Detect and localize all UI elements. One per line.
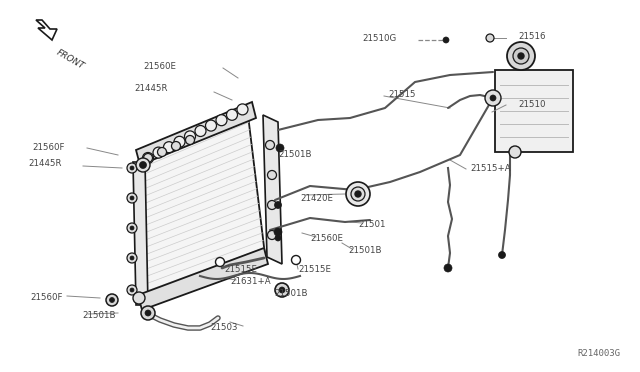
Text: 21420E: 21420E <box>300 193 333 202</box>
Text: 21503: 21503 <box>210 323 237 331</box>
Text: 21501: 21501 <box>358 219 385 228</box>
Circle shape <box>136 158 150 172</box>
Circle shape <box>141 306 155 320</box>
Text: 21560E: 21560E <box>310 234 343 243</box>
Circle shape <box>127 193 137 203</box>
Circle shape <box>109 298 115 302</box>
Circle shape <box>153 147 164 158</box>
Text: R214003G: R214003G <box>577 349 620 358</box>
Circle shape <box>133 292 145 304</box>
Circle shape <box>205 120 216 131</box>
Polygon shape <box>136 102 256 165</box>
Circle shape <box>157 148 166 157</box>
Circle shape <box>143 153 154 164</box>
Text: 21445R: 21445R <box>28 158 61 167</box>
Circle shape <box>145 310 151 316</box>
Polygon shape <box>495 70 573 152</box>
Circle shape <box>279 287 285 293</box>
Circle shape <box>130 166 134 170</box>
Circle shape <box>275 235 281 241</box>
Circle shape <box>130 226 134 230</box>
Text: 21515: 21515 <box>388 90 415 99</box>
Circle shape <box>130 196 134 200</box>
Circle shape <box>143 154 152 163</box>
Text: 21516: 21516 <box>518 32 545 41</box>
Circle shape <box>268 201 276 209</box>
Circle shape <box>184 131 195 142</box>
Circle shape <box>127 253 137 263</box>
Text: 21501B: 21501B <box>278 150 312 158</box>
Circle shape <box>237 104 248 115</box>
Text: FRONT: FRONT <box>55 48 86 71</box>
Polygon shape <box>133 162 148 305</box>
Circle shape <box>355 191 361 197</box>
Circle shape <box>136 295 141 301</box>
Circle shape <box>274 228 282 236</box>
Text: 21515+A: 21515+A <box>470 164 511 173</box>
Circle shape <box>268 231 276 240</box>
Text: 21510G: 21510G <box>362 33 396 42</box>
Circle shape <box>351 187 365 201</box>
Text: 21445R: 21445R <box>134 83 168 93</box>
Polygon shape <box>138 248 268 310</box>
Circle shape <box>227 109 237 120</box>
Text: 21560E: 21560E <box>143 61 176 71</box>
Circle shape <box>443 37 449 43</box>
Circle shape <box>130 256 134 260</box>
Circle shape <box>518 53 524 59</box>
Text: 21515E: 21515E <box>298 266 331 275</box>
Circle shape <box>127 163 137 173</box>
Polygon shape <box>36 20 57 40</box>
Circle shape <box>490 95 496 101</box>
Circle shape <box>346 182 370 206</box>
Text: 21560F: 21560F <box>30 294 63 302</box>
Text: 21501B: 21501B <box>274 289 307 298</box>
Text: 21631+A: 21631+A <box>230 276 271 285</box>
Circle shape <box>216 257 225 266</box>
Circle shape <box>127 285 137 295</box>
Circle shape <box>186 135 195 144</box>
Text: 21501B: 21501B <box>82 311 115 320</box>
Circle shape <box>276 144 284 152</box>
Polygon shape <box>138 115 265 300</box>
Circle shape <box>509 146 521 158</box>
Text: 21560F: 21560F <box>32 142 65 151</box>
Text: 21510: 21510 <box>518 99 545 109</box>
Text: 21501B: 21501B <box>348 246 381 254</box>
Circle shape <box>486 34 494 42</box>
Circle shape <box>174 136 185 147</box>
Circle shape <box>444 264 452 272</box>
Circle shape <box>268 170 276 180</box>
Circle shape <box>106 294 118 306</box>
Polygon shape <box>263 115 282 264</box>
Text: 21515E: 21515E <box>224 266 257 275</box>
Circle shape <box>172 141 180 151</box>
Circle shape <box>513 48 529 64</box>
Circle shape <box>275 202 282 208</box>
Circle shape <box>499 251 506 259</box>
Circle shape <box>275 283 289 297</box>
Circle shape <box>163 142 175 153</box>
Circle shape <box>216 115 227 126</box>
Circle shape <box>127 223 137 233</box>
Circle shape <box>130 288 134 292</box>
Circle shape <box>291 256 301 264</box>
Circle shape <box>266 141 275 150</box>
Circle shape <box>195 125 206 137</box>
Circle shape <box>485 90 501 106</box>
Circle shape <box>507 42 535 70</box>
Circle shape <box>140 161 147 169</box>
